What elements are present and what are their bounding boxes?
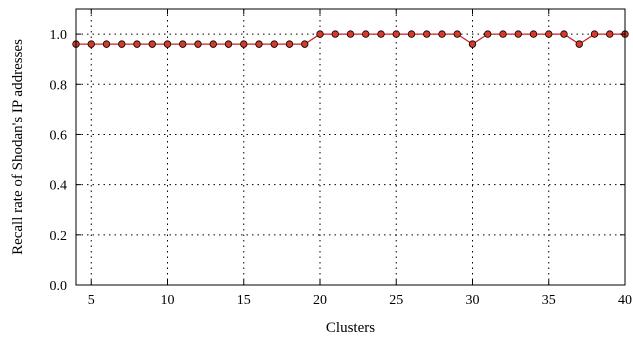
data-point — [194, 40, 202, 48]
data-point — [255, 40, 263, 48]
data-point — [87, 40, 95, 48]
data-point — [179, 40, 187, 48]
data-point — [285, 40, 294, 48]
y-tick-label: 1.0 — [50, 28, 68, 43]
x-tick-label: 10 — [161, 293, 175, 308]
data-point — [133, 40, 141, 48]
data-point — [407, 30, 416, 38]
tick-labels: 5 10 15 20 25 30 35 40 0.0 0.2 0.4 0.6 0.8 1.0 — [50, 28, 633, 308]
plot-frame — [75, 8, 626, 286]
data-point — [240, 40, 248, 48]
tick-marks — [76, 9, 626, 286]
data-point — [468, 40, 477, 48]
data-point — [270, 40, 278, 48]
data-point — [484, 30, 492, 38]
x-tick-label: 5 — [88, 293, 95, 308]
data-point — [438, 30, 446, 38]
x-tick-label: 40 — [618, 293, 632, 308]
x-tick-label: 15 — [237, 293, 251, 308]
data-point — [453, 30, 461, 38]
x-tick-label: 20 — [313, 293, 327, 308]
x-axis-label: Clusters — [326, 320, 375, 336]
y-tick-label: 0.8 — [50, 78, 68, 93]
data-point — [575, 40, 583, 48]
data-point — [514, 30, 522, 38]
x-tick-label: 25 — [389, 293, 403, 308]
data-point — [529, 30, 538, 38]
data-point — [331, 30, 339, 38]
data-point — [606, 30, 614, 38]
data-point — [163, 40, 172, 48]
data-point — [499, 30, 507, 38]
data-point — [224, 40, 233, 48]
series-layer — [72, 30, 629, 48]
data-point — [362, 30, 370, 38]
data-point — [209, 40, 217, 48]
y-tick-label: 0.2 — [50, 229, 68, 244]
data-point — [316, 30, 324, 38]
data-point — [148, 40, 156, 48]
data-point — [560, 30, 568, 38]
x-tick-label: 35 — [542, 293, 556, 308]
data-point — [118, 40, 126, 48]
x-tick-label: 30 — [466, 293, 480, 308]
data-point — [545, 30, 553, 38]
data-point — [377, 30, 385, 38]
y-tick-label: 0.0 — [50, 279, 68, 294]
data-point — [423, 30, 431, 38]
plot-background — [76, 9, 625, 285]
y-tick-label: 0.4 — [50, 179, 68, 194]
y-axis-label: Recall rate of Shodan's IP addresses — [10, 39, 26, 255]
data-point — [346, 30, 355, 38]
y-tick-label: 0.6 — [50, 128, 68, 143]
data-point — [102, 40, 111, 48]
data-point — [590, 30, 599, 38]
data-point — [301, 40, 309, 48]
data-point — [392, 30, 400, 38]
